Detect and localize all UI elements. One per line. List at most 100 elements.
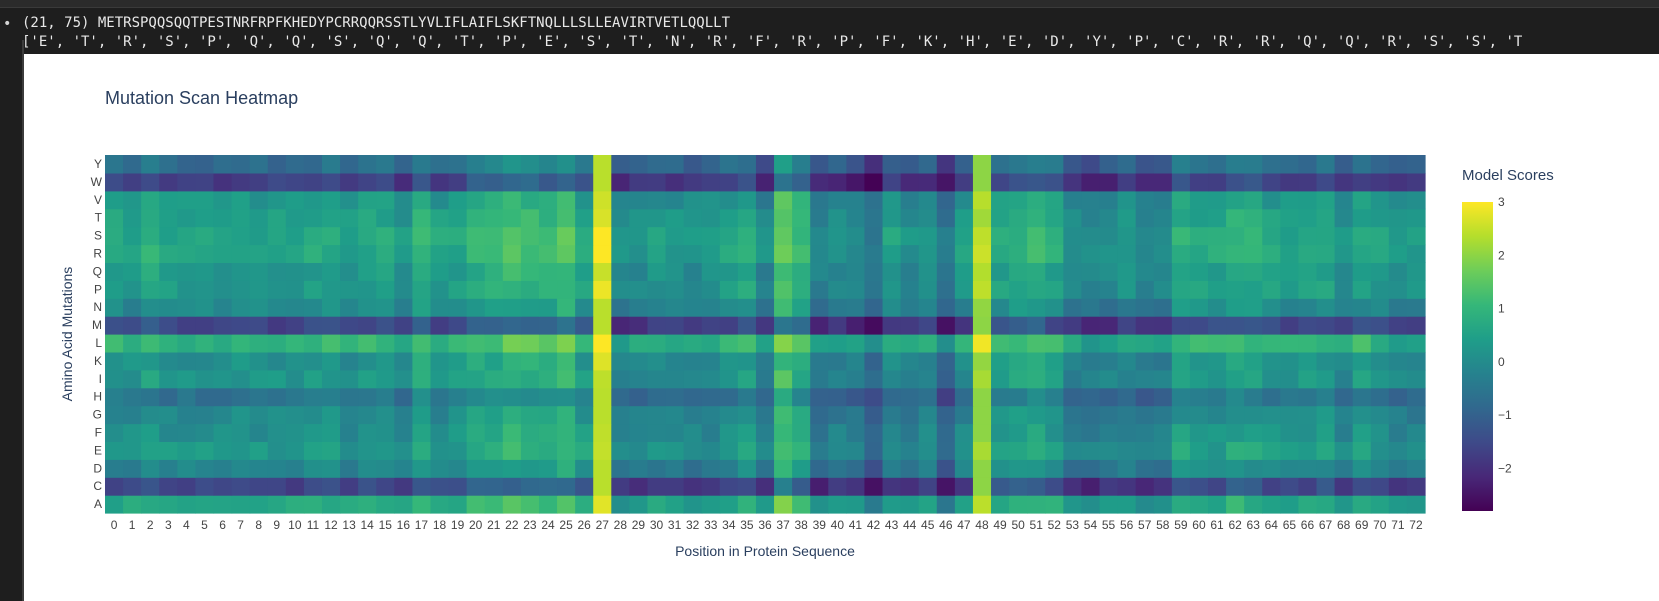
heatmap-cell — [177, 208, 197, 228]
heatmap-cell — [936, 208, 956, 228]
heatmap-cell — [340, 405, 359, 425]
heatmap-cell — [1388, 208, 1408, 228]
heatmap-cell — [701, 405, 721, 425]
heatmap-cell — [1280, 155, 1300, 174]
heatmap-cell — [1045, 459, 1064, 478]
heatmap-cell — [918, 477, 938, 496]
heatmap-cell — [1280, 316, 1300, 335]
heatmap-cell — [1208, 298, 1227, 317]
heatmap-cell — [972, 226, 992, 246]
heatmap-cell — [1334, 262, 1354, 281]
heatmap-cell — [755, 226, 775, 246]
heatmap-cell — [1171, 280, 1191, 299]
heatmap-cell — [412, 459, 432, 478]
heatmap-cell — [1352, 262, 1372, 281]
heatmap-cell — [394, 334, 413, 353]
heatmap-cell — [954, 351, 974, 371]
heatmap-cell — [430, 244, 450, 263]
heatmap-cell — [1316, 423, 1336, 442]
heatmap-cell — [593, 441, 612, 460]
heatmap-cell — [1226, 280, 1245, 299]
heatmap-cell — [1280, 280, 1300, 299]
heatmap-cell — [1171, 459, 1191, 478]
heatmap-cell — [1244, 495, 1263, 514]
heatmap-cell — [864, 441, 884, 460]
heatmap-cell — [1280, 495, 1300, 514]
heatmap-cell — [665, 262, 685, 281]
heatmap-cell — [321, 387, 341, 407]
heatmap-cell — [755, 441, 775, 460]
heatmap-cell — [159, 298, 178, 317]
heatmap-cell — [1280, 423, 1300, 442]
heatmap-cell — [376, 477, 395, 496]
heatmap-cell — [303, 387, 323, 407]
heatmap-cell — [249, 226, 269, 246]
heatmap-cell — [1226, 405, 1245, 425]
heatmap-cell — [755, 316, 775, 335]
heatmap-cell — [1352, 441, 1372, 460]
heatmap-cell — [394, 280, 413, 299]
heatmap-cell — [683, 298, 703, 317]
heatmap-cell — [285, 298, 305, 317]
heatmap-cell — [285, 423, 305, 442]
heatmap-cell — [972, 208, 992, 228]
heatmap-cell — [430, 351, 450, 371]
heatmap-cell — [502, 351, 522, 371]
heatmap-cell — [159, 423, 178, 442]
x-tick-label: 14 — [361, 518, 375, 532]
heatmap-cell — [701, 262, 721, 281]
heatmap-cell — [267, 477, 287, 496]
heatmap-cell — [1099, 298, 1119, 317]
heatmap-cell — [828, 477, 847, 496]
heatmap-cell — [538, 495, 558, 514]
y-tick-label: G — [93, 408, 102, 422]
heatmap-cell — [1316, 298, 1336, 317]
heatmap-cell — [1189, 405, 1209, 425]
heatmap-cell — [1244, 208, 1263, 228]
heatmap-cell — [394, 495, 413, 514]
heatmap-cell — [737, 208, 757, 228]
heatmap-cell — [1316, 495, 1336, 514]
heatmap-cell — [1117, 155, 1137, 174]
heatmap-cell — [882, 172, 902, 192]
heatmap-cell — [394, 298, 413, 317]
heatmap-cell — [1099, 172, 1119, 192]
heatmap-cell — [557, 477, 576, 496]
heatmap-cell — [195, 208, 215, 228]
heatmap-cell — [1081, 316, 1101, 335]
x-tick-label: 31 — [668, 518, 682, 532]
heatmap-cell — [430, 298, 450, 317]
heatmap-cell — [159, 172, 178, 192]
heatmap-cell — [1388, 190, 1408, 210]
heatmap-cell — [195, 190, 215, 210]
heatmap-cell — [267, 459, 287, 478]
heatmap-cell — [1009, 459, 1028, 478]
heatmap-cell — [195, 262, 215, 281]
heatmap-cell — [629, 477, 649, 496]
heatmap-cell — [520, 316, 540, 335]
heatmap-cell — [123, 208, 142, 228]
heatmap-cell — [719, 190, 739, 210]
heatmap-cell — [358, 387, 377, 407]
heatmap-cell — [828, 226, 847, 246]
heatmap-cell — [394, 262, 413, 281]
heatmap-cell — [105, 208, 124, 228]
heatmap-cell — [105, 155, 124, 174]
heatmap-cell — [1027, 226, 1046, 246]
heatmap-cell — [810, 280, 829, 299]
heatmap-cell — [683, 334, 703, 353]
heatmap-cell — [1280, 244, 1300, 263]
heatmap-cell — [1406, 280, 1426, 299]
heatmap-cell — [448, 298, 468, 317]
heatmap-cell — [647, 190, 667, 210]
heatmap-cell — [123, 477, 142, 496]
heatmap-cell — [502, 441, 522, 460]
heatmap-cell — [1171, 262, 1191, 281]
heatmap-cell — [1226, 172, 1245, 192]
heatmap-cell — [1334, 477, 1354, 496]
heatmap-cell — [159, 459, 178, 478]
heatmap-cell — [954, 387, 974, 407]
heatmap-cell — [195, 369, 215, 389]
heatmap-cell — [701, 459, 721, 478]
heatmap-cell — [303, 226, 323, 246]
